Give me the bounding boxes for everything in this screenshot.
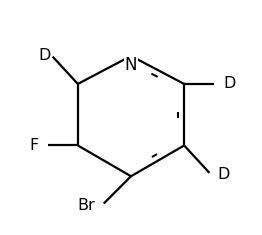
Text: D: D (218, 167, 230, 182)
Text: N: N (125, 56, 137, 74)
Text: D: D (38, 47, 51, 63)
Text: D: D (223, 76, 236, 91)
Text: Br: Br (77, 198, 95, 213)
Text: F: F (29, 138, 39, 153)
